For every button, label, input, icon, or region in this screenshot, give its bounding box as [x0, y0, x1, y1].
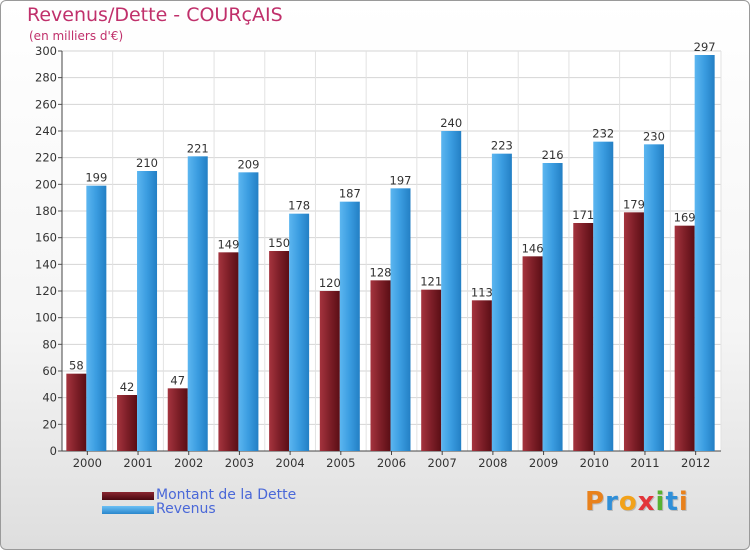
bar-revenue	[187, 156, 208, 452]
data-label-debt: 146	[522, 241, 544, 255]
labels-layer: 0 20 40 60 80 100 120 140 160 180 200 220 240 260 280 3…	[35, 40, 716, 470]
bar-revenue	[390, 188, 411, 452]
bar-debt	[218, 252, 239, 451]
data-label-debt: 121	[420, 275, 442, 289]
chart-subtitle: (en milliers d'€)	[29, 29, 124, 43]
bar-revenue	[289, 213, 310, 451]
bar-revenue	[441, 131, 462, 451]
data-label-debt: 171	[572, 208, 594, 222]
data-label-revenue: 199	[85, 171, 107, 185]
y-tick-label: 140	[35, 257, 57, 271]
bar-debt	[66, 373, 87, 451]
legend-swatch-debt	[102, 492, 154, 500]
logo-letter: o	[618, 487, 638, 517]
data-label-debt: 149	[217, 237, 239, 251]
y-tick-label: 280	[35, 71, 57, 85]
y-tick-label: 220	[35, 151, 57, 165]
data-label-revenue: 297	[694, 40, 716, 54]
bar-debt	[319, 291, 340, 451]
bar-debt	[522, 256, 543, 451]
bar-debt	[370, 280, 391, 451]
logo-letter: r	[605, 487, 619, 517]
data-label-revenue: 197	[390, 173, 412, 187]
data-label-revenue: 221	[187, 141, 209, 155]
proxiti-logo: Proxiti	[585, 487, 689, 517]
x-tick-label: 2010	[580, 456, 609, 470]
data-label-revenue: 210	[136, 156, 158, 170]
x-tick-label: 2009	[529, 456, 558, 470]
x-tick-label: 2003	[225, 456, 254, 470]
logo-letter: i	[678, 487, 689, 517]
data-label-debt: 42	[120, 380, 135, 394]
x-tick-label: 2000	[73, 456, 102, 470]
logo-letter: P	[585, 487, 606, 517]
data-label-debt: 150	[268, 236, 290, 250]
bar-debt	[269, 251, 290, 451]
y-tick-label: 160	[35, 231, 57, 245]
bar-debt	[573, 223, 594, 451]
bar-debt	[167, 388, 188, 451]
data-label-debt: 169	[674, 211, 696, 225]
data-label-debt: 58	[69, 359, 84, 373]
bar-debt	[471, 300, 492, 451]
bar-revenue	[86, 185, 107, 451]
data-label-revenue: 230	[643, 129, 665, 143]
y-tick-label: 20	[42, 417, 57, 431]
bars-layer	[66, 55, 715, 452]
data-label-debt: 113	[471, 285, 493, 299]
y-tick-label: 60	[42, 364, 57, 378]
y-tick-label: 100	[35, 311, 57, 325]
x-tick-label: 2011	[630, 456, 659, 470]
data-label-revenue: 240	[440, 116, 462, 130]
y-tick-label: 120	[35, 284, 57, 298]
x-tick-label: 2008	[478, 456, 507, 470]
logo-letter: t	[665, 487, 679, 517]
x-tick-label: 2005	[326, 456, 355, 470]
data-label-debt: 128	[370, 265, 392, 279]
x-tick-label: 2006	[377, 456, 406, 470]
y-tick-label: 40	[42, 391, 57, 405]
x-tick-label: 2012	[681, 456, 710, 470]
bar-debt	[674, 225, 695, 451]
chart-title: Revenus/Dette - COURçAIS	[27, 4, 283, 26]
y-tick-label: 180	[35, 204, 57, 218]
y-tick-label: 80	[42, 337, 57, 351]
logo-letter: x	[637, 487, 656, 517]
bar-revenue	[643, 144, 664, 452]
data-label-debt: 120	[319, 276, 341, 290]
data-label-debt: 47	[170, 373, 185, 387]
legend-label-debt: Montant de la Dette	[156, 487, 297, 503]
data-label-revenue: 223	[491, 139, 513, 153]
y-tick-label: 260	[35, 97, 57, 111]
data-label-debt: 179	[623, 197, 645, 211]
bar-revenue	[542, 163, 563, 451]
x-tick-label: 2007	[428, 456, 457, 470]
data-label-revenue: 178	[288, 199, 310, 213]
y-tick-label: 240	[35, 124, 57, 138]
bar-debt	[117, 395, 138, 451]
bar-revenue	[137, 171, 158, 451]
bar-revenue	[694, 55, 715, 451]
bar-debt	[421, 289, 442, 451]
bar-revenue	[339, 201, 360, 451]
bar-revenue	[238, 172, 259, 452]
data-label-revenue: 232	[592, 127, 614, 141]
bar-revenue	[491, 153, 512, 451]
legend-label-revenue: Revenus	[156, 501, 216, 517]
data-label-revenue: 209	[237, 157, 259, 171]
x-tick-label: 2002	[174, 456, 203, 470]
legend-swatch-revenue	[102, 506, 154, 514]
bar-revenue	[593, 141, 614, 451]
x-tick-label: 2004	[275, 456, 304, 470]
data-label-revenue: 187	[339, 187, 361, 201]
data-label-revenue: 216	[542, 148, 564, 162]
y-tick-label: 0	[50, 444, 57, 458]
bar-debt	[623, 212, 644, 451]
y-tick-label: 200	[35, 177, 57, 191]
y-tick-label: 300	[35, 44, 57, 58]
logo-letter: i	[655, 487, 666, 517]
x-tick-label: 2001	[123, 456, 152, 470]
